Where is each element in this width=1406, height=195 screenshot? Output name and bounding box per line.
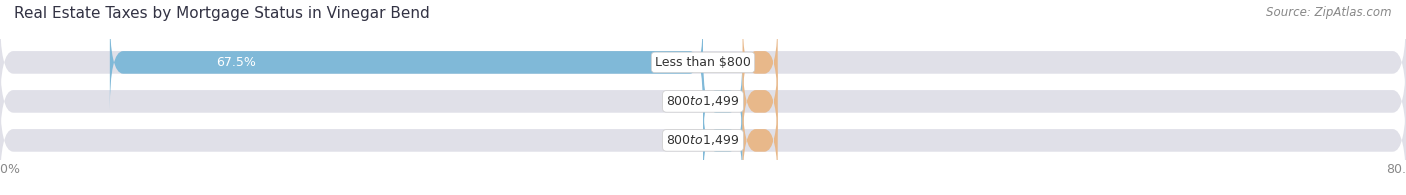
FancyBboxPatch shape <box>703 93 742 188</box>
FancyBboxPatch shape <box>703 54 742 149</box>
Text: Source: ZipAtlas.com: Source: ZipAtlas.com <box>1267 6 1392 19</box>
FancyBboxPatch shape <box>742 15 778 110</box>
Text: $800 to $1,499: $800 to $1,499 <box>666 133 740 147</box>
Text: $800 to $1,499: $800 to $1,499 <box>666 94 740 108</box>
FancyBboxPatch shape <box>742 93 778 188</box>
FancyBboxPatch shape <box>110 15 703 110</box>
Text: 67.5%: 67.5% <box>217 56 256 69</box>
FancyBboxPatch shape <box>0 93 1406 188</box>
FancyBboxPatch shape <box>742 54 778 149</box>
FancyBboxPatch shape <box>0 54 1406 149</box>
FancyBboxPatch shape <box>0 15 1406 110</box>
Text: Real Estate Taxes by Mortgage Status in Vinegar Bend: Real Estate Taxes by Mortgage Status in … <box>14 6 430 21</box>
Text: Less than $800: Less than $800 <box>655 56 751 69</box>
